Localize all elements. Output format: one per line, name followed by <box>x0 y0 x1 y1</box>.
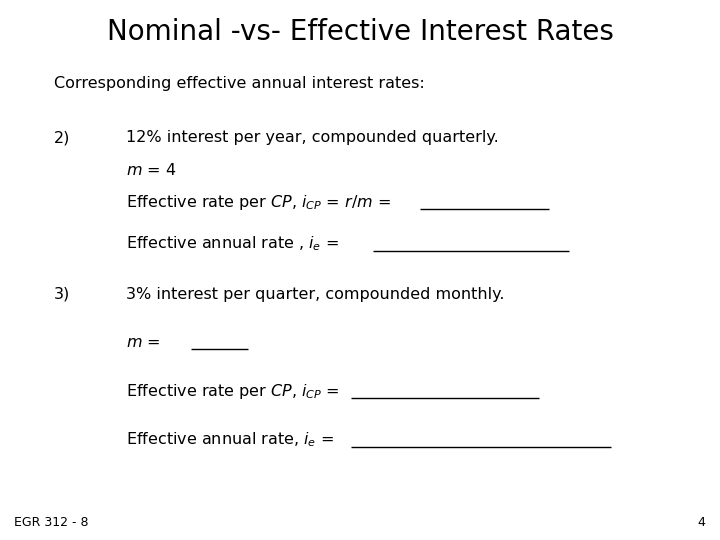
Text: $m$ =: $m$ = <box>126 335 161 350</box>
Text: 12% interest per year, compounded quarterly.: 12% interest per year, compounded quarte… <box>126 130 499 145</box>
Text: Corresponding effective annual interest rates:: Corresponding effective annual interest … <box>54 76 425 91</box>
Text: Effective rate per $CP$, $i_{CP}$ =: Effective rate per $CP$, $i_{CP}$ = <box>126 382 340 401</box>
Text: Effective annual rate, $i_e$ =: Effective annual rate, $i_e$ = <box>126 431 334 449</box>
Text: Nominal -vs- Effective Interest Rates: Nominal -vs- Effective Interest Rates <box>107 18 613 46</box>
Text: 4: 4 <box>698 516 706 529</box>
Text: $m$ = 4: $m$ = 4 <box>126 162 176 178</box>
Text: EGR 312 - 8: EGR 312 - 8 <box>14 516 89 529</box>
Text: Effective annual rate , $i_e$ =: Effective annual rate , $i_e$ = <box>126 235 339 253</box>
Text: 2): 2) <box>54 130 71 145</box>
Text: 3): 3) <box>54 287 71 302</box>
Text: 3% interest per quarter, compounded monthly.: 3% interest per quarter, compounded mont… <box>126 287 505 302</box>
Text: Effective rate per $CP$, $i_{CP}$ = $r$/$m$ =: Effective rate per $CP$, $i_{CP}$ = $r$/… <box>126 193 391 212</box>
